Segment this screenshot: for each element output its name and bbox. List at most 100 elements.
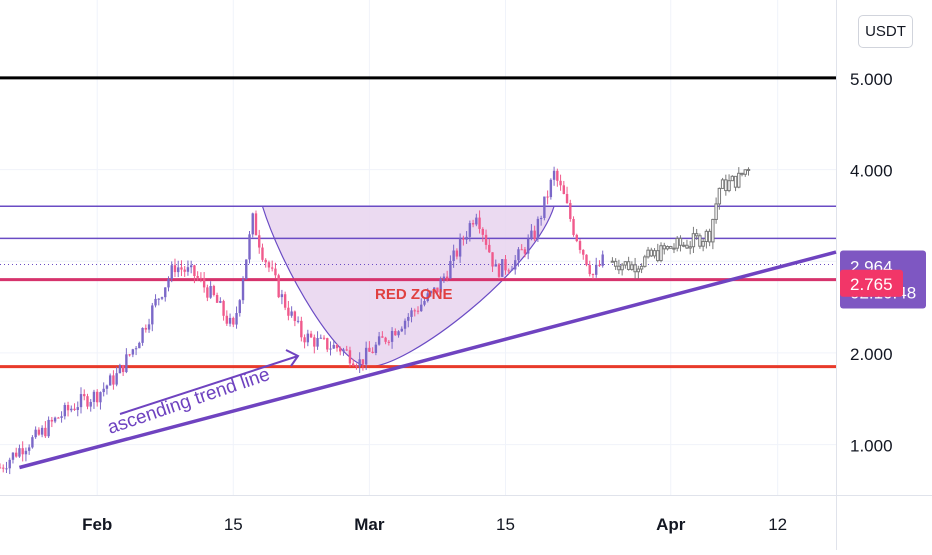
price-candle-body	[241, 279, 245, 301]
projection-candle-body	[727, 180, 731, 192]
price-candle-body	[601, 254, 604, 266]
price-candle-body	[569, 203, 572, 219]
price-candle-body	[160, 297, 164, 299]
price-candle-body	[228, 317, 232, 324]
price-candle-body	[235, 313, 238, 325]
price-candle-body	[63, 404, 67, 417]
projection-candle-body	[685, 244, 689, 249]
projection-candle-body	[688, 246, 692, 249]
projection-candle-body	[743, 169, 747, 175]
price-candle-body	[510, 269, 514, 271]
price-candle-body	[186, 267, 190, 272]
price-candle-body	[199, 277, 203, 279]
time-tick-label: Mar	[354, 515, 385, 534]
price-candle-body	[283, 294, 287, 308]
price-candle-body	[108, 375, 112, 386]
price-candle-body	[384, 337, 387, 342]
projection-candle-body	[636, 268, 641, 273]
price-candle-body	[520, 249, 523, 251]
price-candle-body	[83, 394, 86, 397]
price-candle-body	[121, 365, 125, 373]
price-candle-body	[514, 260, 517, 270]
projection-candle-body	[659, 245, 663, 262]
price-candle-body	[358, 359, 361, 367]
price-candle-body	[225, 315, 229, 324]
projection-candle-body	[691, 233, 696, 248]
price-candle-body	[543, 196, 546, 219]
projection-candle-body	[646, 249, 650, 258]
price-candle-body	[552, 170, 556, 180]
projection-candle-body	[724, 179, 728, 192]
price-candle-body	[261, 247, 264, 260]
price-candle-body	[105, 385, 109, 389]
price-candle-body	[290, 311, 293, 316]
price-candle-body	[232, 317, 235, 325]
price-candle-body	[452, 250, 455, 261]
reference-price-badge	[840, 269, 903, 297]
price-candle-body	[342, 349, 345, 352]
price-candle-body	[222, 301, 225, 316]
price-candle-body	[147, 324, 151, 330]
price-candle-body	[348, 350, 352, 364]
price-candle-body	[274, 268, 277, 276]
price-candle-body	[131, 349, 135, 355]
price-candle-body	[533, 230, 536, 240]
projection-candle-body	[733, 175, 738, 188]
price-candle-body	[34, 429, 37, 438]
price-candle-body	[134, 348, 138, 350]
price-candle-body	[575, 234, 578, 242]
price-candle-body	[345, 349, 348, 351]
time-tick-label: 15	[224, 515, 243, 534]
price-candle-body	[572, 218, 575, 235]
price-candle-body	[215, 294, 219, 303]
price-candle-body	[390, 330, 394, 342]
price-candle-body	[177, 267, 180, 273]
projection-candle-body	[669, 246, 673, 249]
time-tick-label: 15	[496, 515, 515, 534]
price-candle-body	[488, 244, 491, 253]
projection-candle-body	[737, 172, 741, 188]
price-candle-body	[141, 327, 144, 343]
price-candle-body	[21, 448, 24, 455]
projection-candle-body	[649, 249, 654, 257]
projection-candle-body	[620, 264, 624, 271]
price-candle-body	[504, 259, 507, 271]
price-candle-body	[144, 327, 148, 330]
price-candle-body	[115, 373, 118, 385]
price-candle-body	[436, 287, 439, 293]
price-candle-body	[332, 344, 335, 349]
projection-candle-body	[675, 237, 679, 249]
price-candle-body	[44, 427, 47, 437]
price-candle-body	[556, 170, 559, 181]
price-candle-body	[258, 235, 261, 248]
price-candle-body	[394, 330, 397, 336]
price-candle-body	[251, 213, 254, 235]
price-candle-body	[433, 287, 436, 292]
price-candle-body	[73, 408, 76, 410]
price-candle-body	[157, 298, 160, 300]
projection-candle-body	[672, 247, 676, 250]
price-candle-body	[212, 286, 216, 295]
price-candle-body	[481, 228, 485, 235]
price-candle-body	[37, 429, 41, 435]
price-candle-body	[86, 396, 89, 407]
currency-button[interactable]: USDT	[858, 15, 913, 48]
projection-candle-body	[610, 260, 615, 263]
price-candle-body	[595, 264, 598, 275]
projection-candle-body	[720, 179, 725, 189]
price-candle-body	[270, 267, 274, 269]
price-candle-body	[445, 276, 449, 279]
price-candle-body	[180, 267, 183, 270]
price-candle-body	[377, 336, 381, 345]
price-tick-label: 2.000	[850, 345, 893, 364]
price-candle-body	[559, 180, 562, 186]
price-candle-body	[170, 265, 173, 280]
price-candle-body	[523, 249, 527, 254]
price-candle-body	[15, 452, 18, 457]
price-candle-body	[53, 417, 57, 422]
projection-candle-body	[746, 168, 751, 171]
price-candle-body	[96, 391, 99, 403]
price-candle-body	[426, 293, 429, 302]
